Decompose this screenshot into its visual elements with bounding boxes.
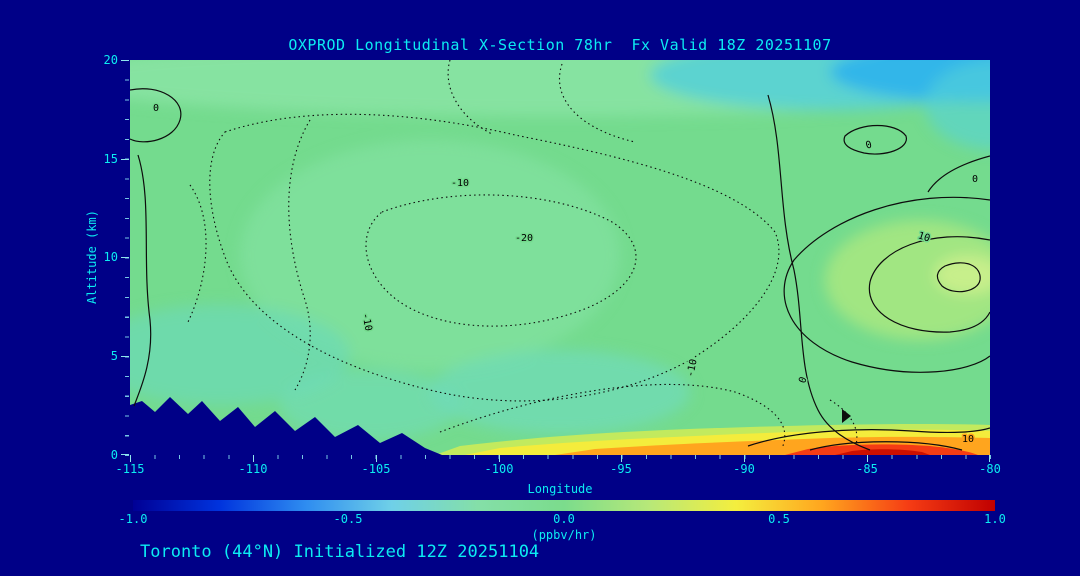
chart-title: OXPROD Longitudinal X-Section 78hr Fx Va… (288, 36, 832, 54)
contour-label: 10 (962, 434, 974, 445)
y-tick-mark (121, 257, 129, 258)
y-tick-mark (121, 356, 129, 357)
colorbar-gradient (133, 500, 995, 511)
flag-marker (842, 409, 851, 423)
x-tick-mark (867, 455, 868, 462)
terrain-silhouette (130, 397, 442, 455)
x-tick-label: -100 (484, 462, 514, 476)
colorbar-tick-label: -1.0 (118, 512, 148, 526)
y-tick-label: 5 (110, 349, 118, 363)
x-tick-mark (989, 455, 990, 462)
x-tick-label: -115 (115, 462, 145, 476)
positive-contour-lines (130, 88, 990, 451)
y-tick-mark (121, 60, 129, 61)
y-tick-label: 20 (103, 53, 118, 67)
y-tick-mark (121, 159, 129, 160)
x-tick-mark (376, 455, 377, 462)
x-tick-label: -80 (979, 462, 1001, 476)
x-tick-label: -85 (856, 462, 878, 476)
contour-labels: 0 -10 -20 -10 -10 0 0 0 10 10 (151, 102, 979, 447)
colorbar-tick-label: -0.5 (333, 512, 363, 526)
contour-label: 0 (153, 103, 159, 114)
colorbar-tick-label: 0.5 (768, 512, 790, 526)
x-axis-minor-ticks (130, 455, 991, 459)
x-tick-mark (621, 455, 622, 462)
x-tick-mark (744, 455, 745, 462)
x-tick-mark (499, 455, 500, 462)
y-axis-minor-ticks (125, 60, 129, 456)
x-tick-label: -110 (238, 462, 268, 476)
contour-label: 10 (916, 230, 931, 244)
x-tick-mark (130, 455, 131, 462)
contour-label: -10 (451, 178, 469, 189)
colorbar-tick-label: 1.0 (984, 512, 1006, 526)
chart-caption: Toronto (44°N) Initialized 12Z 20251104 (140, 542, 540, 562)
x-tick-mark (253, 455, 254, 462)
contour-label: -10 (360, 312, 374, 332)
contour-label: 0 (972, 174, 978, 185)
x-tick-label: -105 (361, 462, 391, 476)
colorbar-tick-label: 0.0 (553, 512, 575, 526)
y-tick-label: 15 (103, 152, 118, 166)
negative-contour-lines (187, 60, 858, 449)
x-tick-label: -95 (610, 462, 632, 476)
contour-label: 0 (865, 139, 874, 151)
x-axis-label: Longitude (527, 482, 593, 496)
field-color-patches (130, 60, 990, 440)
y-tick-mark (121, 454, 129, 455)
contour-plot: 0 -10 -20 -10 -10 0 0 0 10 10 (130, 60, 990, 455)
plot-area: 0 -10 -20 -10 -10 0 0 0 10 10 (130, 60, 990, 455)
y-tick-label: 0 (110, 448, 118, 462)
y-tick-label: 10 (103, 250, 118, 264)
contour-label: -10 (685, 358, 700, 378)
contour-label: -20 (515, 233, 533, 244)
colorbar-units-label: (ppbv/hr) (531, 528, 597, 542)
x-tick-label: -90 (733, 462, 755, 476)
